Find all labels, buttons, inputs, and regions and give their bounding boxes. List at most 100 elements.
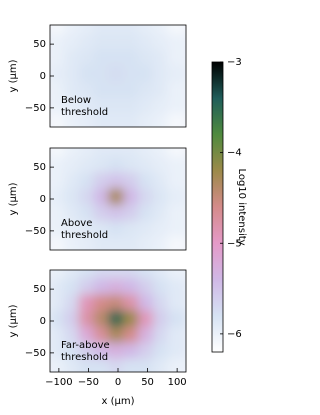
heatmap-cell — [78, 310, 99, 332]
heatmap-cell — [152, 33, 172, 55]
heatmap — [50, 270, 186, 372]
heatmap-cell — [137, 294, 158, 316]
heatmap-cell — [123, 113, 143, 127]
heatmap-cell — [50, 65, 69, 87]
x-tick-label: 50 — [141, 377, 154, 388]
heatmap-cell — [108, 278, 128, 300]
heatmap-cell — [137, 97, 158, 119]
heatmap-cell — [123, 220, 143, 242]
heatmap-cell — [78, 236, 99, 250]
heatmap-cell — [137, 65, 158, 87]
heatmap-cell — [93, 358, 113, 372]
heatmap-cell — [123, 97, 143, 119]
y-tick-label: 0 — [40, 71, 46, 82]
heatmap-cell — [123, 33, 143, 55]
heatmap-cell — [50, 220, 69, 242]
y-tick-label: 0 — [40, 316, 46, 327]
heatmap-cell — [123, 326, 143, 348]
y-tick-label: −50 — [25, 348, 46, 359]
heatmap-cell — [152, 65, 172, 87]
annotation: Below — [61, 95, 91, 106]
heatmap-cell — [64, 236, 84, 250]
heatmap-cell — [123, 172, 143, 194]
heatmap-image — [50, 270, 186, 372]
annotation: threshold — [61, 107, 108, 118]
heatmap-cell — [167, 188, 186, 210]
heatmap-cell — [64, 156, 84, 178]
heatmap-cell — [93, 310, 113, 332]
y-tick-label: 50 — [33, 162, 46, 173]
heatmap-cell — [64, 65, 84, 87]
y-tick-label: 50 — [33, 39, 46, 50]
heatmap-cell — [108, 326, 128, 348]
heatmap-cell — [152, 81, 172, 103]
heatmap-cell — [93, 65, 113, 87]
heatmap-cell — [137, 278, 158, 300]
heatmap-cell — [167, 97, 186, 119]
heatmap-cell — [93, 113, 113, 127]
heatmap-cell — [93, 342, 113, 364]
heatmap-cell — [152, 358, 172, 372]
heatmap-cell — [167, 342, 186, 364]
x-tick-label: 100 — [168, 377, 187, 388]
heatmap-cell — [167, 81, 186, 103]
heatmap-cell — [152, 97, 172, 119]
heatmap-cell — [137, 33, 158, 55]
y-tick-label: 50 — [33, 284, 46, 295]
heatmap-cell — [50, 113, 69, 127]
x-axis-label: x (μm) — [101, 396, 134, 407]
heatmap-cell — [152, 113, 172, 127]
heatmap-cell — [93, 156, 113, 178]
heatmap-cell — [78, 278, 99, 300]
heatmap-cell — [93, 278, 113, 300]
heatmap-cell — [93, 33, 113, 55]
heatmap-cell — [137, 342, 158, 364]
colorbar-tick-label: −3 — [227, 57, 242, 68]
heatmap-cell — [137, 310, 158, 332]
heatmap-cell — [78, 188, 99, 210]
heatmap-image — [50, 148, 186, 250]
heatmap-cell — [64, 33, 84, 55]
heatmap-cell — [64, 113, 84, 127]
heatmap-cell — [93, 204, 113, 226]
heatmap-cell — [64, 326, 84, 348]
heatmap-cell — [78, 204, 99, 226]
heatmap-cell — [50, 358, 69, 372]
heatmap-cell — [108, 310, 128, 332]
heatmap-cell — [64, 188, 84, 210]
heatmap-cell — [152, 156, 172, 178]
heatmap-cell — [108, 97, 128, 119]
heatmap-cell — [167, 204, 186, 226]
heatmap-cell — [50, 236, 69, 250]
heatmap-cell — [78, 342, 99, 364]
heatmap — [50, 148, 186, 250]
heatmap-cell — [152, 49, 172, 71]
heatmap-cell — [167, 294, 186, 316]
heatmap-cell — [152, 294, 172, 316]
heatmap-cell — [123, 358, 143, 372]
heatmap-cell — [108, 33, 128, 55]
annotation: threshold — [61, 352, 108, 363]
heatmap-cell — [137, 156, 158, 178]
heatmap-cell — [108, 188, 128, 210]
heatmap-cell — [78, 49, 99, 71]
heatmap-cell — [108, 220, 128, 242]
heatmap-cell — [93, 188, 113, 210]
heatmap-cell — [167, 326, 186, 348]
annotation: threshold — [61, 230, 108, 241]
heatmap-cell — [167, 33, 186, 55]
heatmap-cell — [123, 49, 143, 71]
heatmap-cell — [78, 81, 99, 103]
x-tick-label: 0 — [115, 377, 121, 388]
heatmap-image — [50, 25, 186, 127]
heatmap-cell — [108, 156, 128, 178]
heatmap-cell — [167, 278, 186, 300]
heatmap-cell — [50, 326, 69, 348]
heatmap-cell — [50, 310, 69, 332]
heatmap-cell — [137, 81, 158, 103]
heatmap-cell — [50, 172, 69, 194]
heatmap-cell — [123, 156, 143, 178]
y-tick-label: −50 — [25, 226, 46, 237]
heatmap-cell — [123, 278, 143, 300]
y-axis-label: y (μm) — [8, 304, 19, 337]
